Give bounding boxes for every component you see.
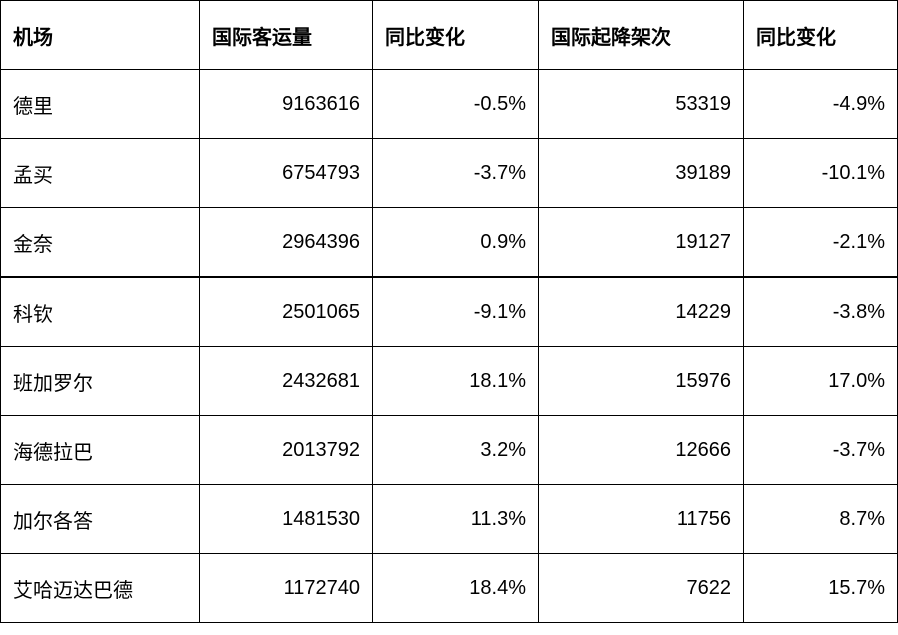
header-intl-passengers: 国际客运量 <box>199 0 373 70</box>
cell-passenger-yoy: 18.1% <box>372 346 539 416</box>
cell-airport: 班加罗尔 <box>0 346 200 416</box>
cell-intl-flights: 39189 <box>538 138 744 208</box>
table-row: 德里 9163616 -0.5% 53319 -4.9% <box>0 69 898 139</box>
header-intl-flights: 国际起降架次 <box>538 0 744 70</box>
cell-flights-yoy: -3.8% <box>743 276 898 347</box>
cell-intl-passengers: 2501065 <box>199 276 373 347</box>
cell-flights-yoy: -3.7% <box>743 415 898 485</box>
table-row: 科钦 2501065 -9.1% 14229 -3.8% <box>0 276 898 347</box>
cell-intl-passengers: 2432681 <box>199 346 373 416</box>
table-row: 班加罗尔 2432681 18.1% 15976 17.0% <box>0 346 898 416</box>
cell-intl-flights: 19127 <box>538 207 744 278</box>
cell-flights-yoy: -4.9% <box>743 69 898 139</box>
header-flights-yoy: 同比变化 <box>743 0 898 70</box>
cell-airport: 海德拉巴 <box>0 415 200 485</box>
cell-flights-yoy: -2.1% <box>743 207 898 278</box>
table-row: 金奈 2964396 0.9% 19127 -2.1% <box>0 207 898 278</box>
cell-intl-flights: 14229 <box>538 276 744 347</box>
cell-airport: 加尔各答 <box>0 484 200 554</box>
cell-passenger-yoy: 0.9% <box>372 207 539 278</box>
cell-intl-flights: 15976 <box>538 346 744 416</box>
cell-intl-flights: 12666 <box>538 415 744 485</box>
table-row: 海德拉巴 2013792 3.2% 12666 -3.7% <box>0 415 898 485</box>
cell-airport: 科钦 <box>0 276 200 347</box>
header-row: 机场 国际客运量 同比变化 国际起降架次 同比变化 <box>0 0 898 70</box>
cell-passenger-yoy: 3.2% <box>372 415 539 485</box>
cell-intl-passengers: 2013792 <box>199 415 373 485</box>
cell-passenger-yoy: -9.1% <box>372 276 539 347</box>
cell-airport: 德里 <box>0 69 200 139</box>
table-row: 加尔各答 1481530 11.3% 11756 8.7% <box>0 484 898 554</box>
cell-intl-flights: 11756 <box>538 484 744 554</box>
cell-airport: 艾哈迈达巴德 <box>0 553 200 623</box>
cell-passenger-yoy: 18.4% <box>372 553 539 623</box>
cell-flights-yoy: 15.7% <box>743 553 898 623</box>
cell-airport: 孟买 <box>0 138 200 208</box>
cell-passenger-yoy: 11.3% <box>372 484 539 554</box>
cell-intl-passengers: 1172740 <box>199 553 373 623</box>
cell-intl-passengers: 2964396 <box>199 207 373 278</box>
cell-flights-yoy: 17.0% <box>743 346 898 416</box>
table-row: 孟买 6754793 -3.7% 39189 -10.1% <box>0 138 898 208</box>
cell-intl-flights: 7622 <box>538 553 744 623</box>
cell-passenger-yoy: -0.5% <box>372 69 539 139</box>
cell-intl-passengers: 9163616 <box>199 69 373 139</box>
cell-intl-flights: 53319 <box>538 69 744 139</box>
cell-passenger-yoy: -3.7% <box>372 138 539 208</box>
cell-flights-yoy: 8.7% <box>743 484 898 554</box>
cell-airport: 金奈 <box>0 207 200 278</box>
header-airport: 机场 <box>0 0 200 70</box>
header-passenger-yoy: 同比变化 <box>372 0 539 70</box>
table-row: 艾哈迈达巴德 1172740 18.4% 7622 15.7% <box>0 553 898 623</box>
cell-flights-yoy: -10.1% <box>743 138 898 208</box>
cell-intl-passengers: 1481530 <box>199 484 373 554</box>
cell-intl-passengers: 6754793 <box>199 138 373 208</box>
